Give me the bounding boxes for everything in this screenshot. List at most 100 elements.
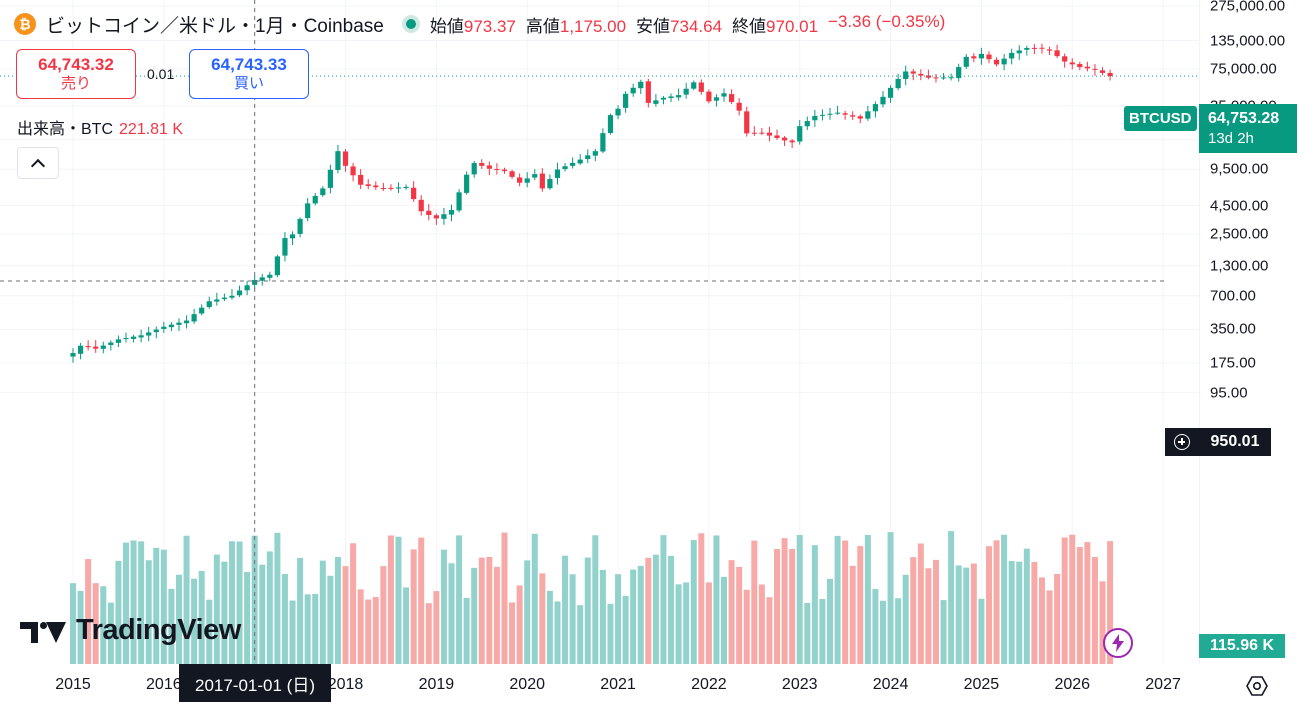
candle-body [653,100,659,104]
candle-body [887,87,894,98]
candle-body [464,174,470,193]
candle-body [100,345,106,349]
volume-bar [879,600,886,664]
volume-bar [304,594,311,664]
volume-bar [251,535,258,664]
lightning-button[interactable] [1103,628,1133,658]
volume-bar [509,602,516,664]
high-label: 高値 [525,16,560,36]
chart-settings-button[interactable] [1245,674,1269,698]
high-value: 1,175.00 [559,16,627,36]
bar-countdown: 13d 2h [1208,129,1254,147]
ohlc-values: 始値973.37 高値1,175.00 安値734.64 終値970.01 −3… [430,12,945,37]
volume-bar [546,590,553,664]
candle-body [161,326,167,329]
volume-bar [228,541,235,664]
candle-body [267,274,273,278]
buy-price: 64,743.33 [211,55,287,74]
change-value: −3.36 (−0.35%) [828,11,946,31]
candle-body [789,140,795,143]
volume-bar [77,590,84,664]
volume-bar [281,573,288,664]
volume-bar [948,531,955,664]
volume-bar [978,598,985,664]
volume-bar [554,601,561,664]
volume-bar [970,563,977,664]
tradingview-logo[interactable]: TradingView [20,614,241,647]
candle-body [834,112,841,114]
volume-bar [145,560,152,664]
candle-body [600,133,606,152]
crosshair-date-badge: 2017-01-01 (日) [179,664,331,702]
volume-bar [1031,561,1038,664]
volume-bar [221,561,228,664]
volume-bar [266,551,273,664]
candle-body [993,59,1000,65]
candle-body [1024,47,1030,50]
candle-body [607,115,614,134]
candle-body [691,82,697,89]
candle-body [766,132,773,136]
volume-bar [501,532,508,664]
volume-bar [350,543,357,664]
time-axis-label: 2026 [1054,676,1091,693]
candle-body [1039,47,1045,49]
volume-bar [297,557,304,664]
volume-bar [940,600,947,664]
volume-legend[interactable]: 出来高・BTC 221.81 K [17,115,183,139]
volume-bar [1069,534,1076,664]
volume-bars [70,531,1114,664]
candle-body [933,77,939,79]
volume-bar [138,541,145,664]
candle-body [577,159,583,164]
volume-bar [168,588,175,664]
candle-body [971,56,977,59]
candle-body [850,115,856,117]
symbol-title[interactable]: ビットコイン／米ドル・1月・Coinbase [46,15,384,37]
candle-body [570,162,576,166]
volume-bar [819,598,826,664]
candle-body [350,166,356,176]
sell-label: 売り [60,75,91,92]
volume-bar [524,560,531,664]
buy-button[interactable]: 64,743.33 買い [189,49,309,99]
time-axis-label: 2023 [781,676,818,693]
volume-bar [418,537,425,664]
volume-bar [705,582,712,664]
volume-bar [410,549,417,664]
candle-body [486,165,492,169]
time-axis-label: 2024 [872,676,909,693]
time-axis-label: 2015 [55,676,91,693]
candle-body [592,151,598,156]
low-value: 734.64 [670,16,723,36]
spread-value: 0.01 [147,66,175,82]
market-status-icon[interactable] [401,15,420,33]
collapse-legend-button[interactable] [17,147,59,179]
candle-body [77,345,84,354]
volume-bar [448,563,455,664]
add-alert-button[interactable] [1165,428,1199,456]
volume-bar [910,557,917,664]
volume-bar [622,595,629,664]
candle-body [645,81,651,103]
volume-bar [1046,590,1053,664]
volume-bar [985,546,992,664]
candle-body [713,97,720,101]
candle-body [683,88,689,95]
buy-label: 買い [233,75,264,92]
candle-body [1069,62,1075,65]
candle-body [342,151,349,166]
candle-body [706,91,712,102]
sell-button[interactable]: 64,743.32 売り [16,49,136,99]
candle-body [774,135,780,139]
volume-bar [115,560,122,664]
candle-body [289,234,296,239]
time-axis-label: 2018 [327,676,364,693]
volume-bar [342,566,349,664]
volume-bar [789,548,796,664]
candle-body [471,163,477,175]
candle-body [214,299,220,302]
volume-bar [1008,561,1015,664]
volume-bar [728,560,735,664]
